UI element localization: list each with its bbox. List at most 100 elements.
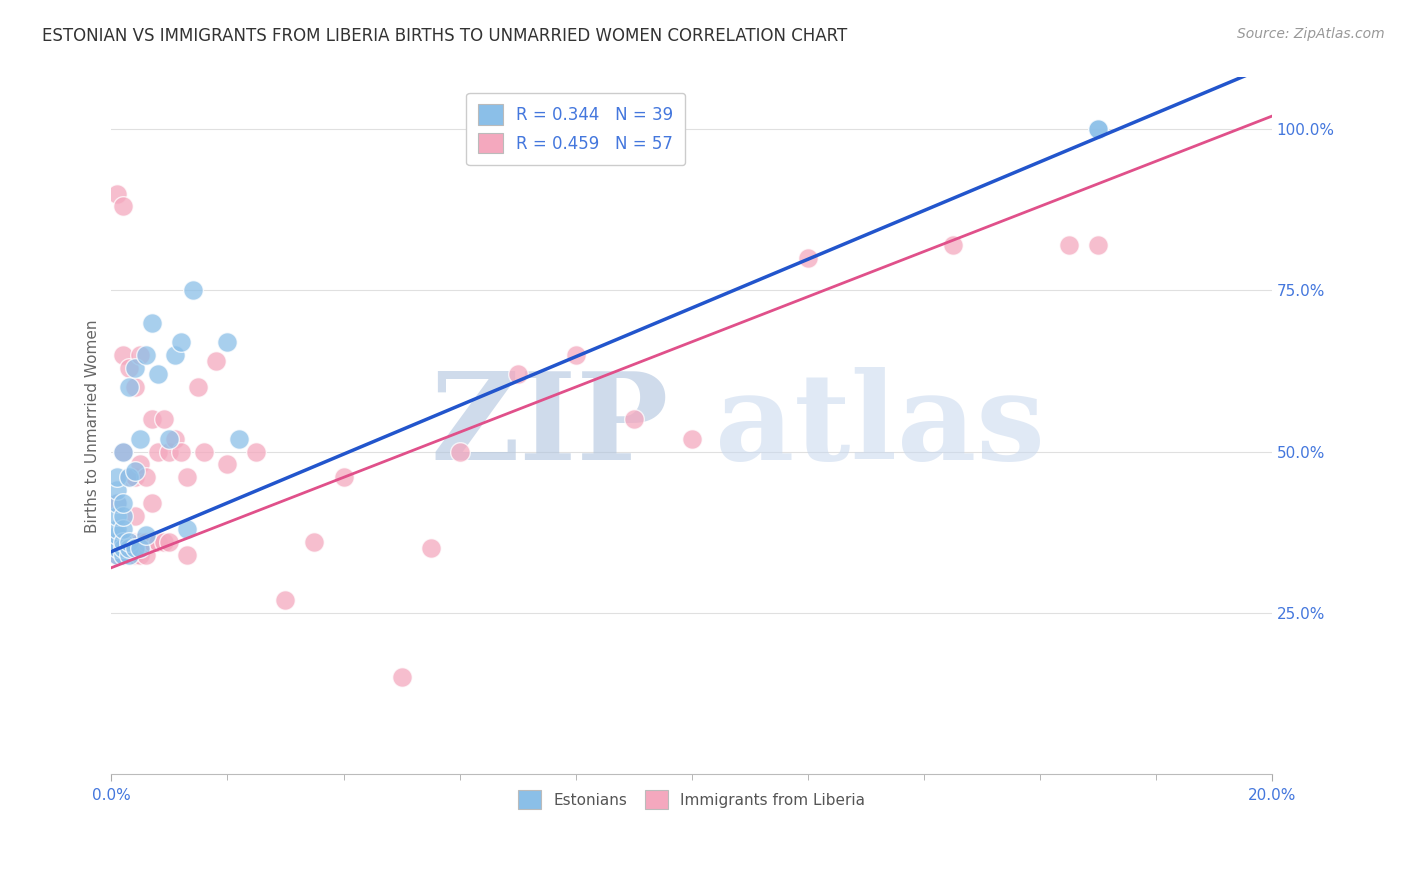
Point (152, 412, 174, 426)
Point (1087, 122, 1109, 136)
Point (152, 535, 174, 549)
Point (146, 444, 169, 458)
Point (111, 444, 134, 458)
Point (105, 528, 128, 542)
Point (159, 432, 181, 446)
Point (135, 548, 157, 562)
Text: Source: ZipAtlas.com: Source: ZipAtlas.com (1237, 27, 1385, 41)
Point (111, 444, 134, 458)
Point (129, 458, 152, 472)
Point (205, 354, 228, 368)
Point (391, 670, 413, 684)
Point (193, 444, 215, 458)
Point (124, 470, 146, 484)
Point (217, 334, 239, 349)
Point (506, 367, 529, 381)
Point (135, 535, 157, 549)
Point (105, 548, 128, 562)
Point (111, 199, 134, 213)
Point (141, 496, 163, 510)
Point (141, 535, 163, 549)
Point (124, 360, 146, 375)
Point (129, 541, 152, 556)
Point (274, 593, 297, 607)
Point (105, 535, 128, 549)
Point (111, 348, 134, 362)
Point (105, 522, 128, 536)
Point (111, 548, 134, 562)
Point (449, 444, 471, 458)
Point (217, 458, 239, 472)
Point (111, 509, 134, 524)
Point (176, 522, 198, 536)
Point (124, 548, 146, 562)
Point (118, 360, 141, 375)
Point (564, 348, 586, 362)
Point (124, 535, 146, 549)
Point (105, 496, 128, 510)
Point (124, 464, 146, 478)
Point (118, 541, 141, 556)
Point (332, 470, 354, 484)
Point (105, 483, 128, 498)
Point (118, 548, 141, 562)
Point (111, 548, 134, 562)
Point (176, 470, 198, 484)
Point (942, 238, 965, 252)
Point (118, 535, 141, 549)
Point (159, 535, 181, 549)
Point (118, 470, 141, 484)
Text: atlas: atlas (714, 367, 1045, 484)
Point (129, 348, 152, 362)
Point (1087, 122, 1109, 136)
Point (105, 548, 128, 562)
Point (129, 535, 152, 549)
Point (124, 509, 146, 524)
Point (135, 348, 157, 362)
Point (681, 432, 703, 446)
Point (141, 412, 163, 426)
Point (129, 548, 152, 562)
Point (146, 535, 169, 549)
Point (111, 496, 134, 510)
Point (135, 528, 157, 542)
Point (796, 251, 818, 265)
Point (118, 380, 141, 394)
Point (105, 509, 128, 524)
Legend: Estonians, Immigrants from Liberia: Estonians, Immigrants from Liberia (512, 784, 872, 815)
Point (176, 548, 198, 562)
Point (1057, 238, 1080, 252)
Point (304, 535, 326, 549)
Point (419, 541, 441, 556)
Point (170, 334, 193, 349)
Point (105, 535, 128, 549)
Point (118, 535, 141, 549)
Point (181, 283, 204, 297)
Text: ZIP: ZIP (430, 367, 668, 484)
Point (124, 541, 146, 556)
Point (105, 186, 128, 201)
Point (228, 432, 250, 446)
Point (146, 367, 169, 381)
Point (165, 348, 187, 362)
Point (245, 444, 267, 458)
Point (105, 470, 128, 484)
Point (623, 412, 645, 426)
Point (1087, 238, 1109, 252)
Point (105, 541, 128, 556)
Point (118, 470, 141, 484)
Point (105, 496, 128, 510)
Point (135, 470, 157, 484)
Point (111, 535, 134, 549)
Point (118, 548, 141, 562)
Point (111, 522, 134, 536)
Y-axis label: Births to Unmarried Women: Births to Unmarried Women (86, 319, 100, 533)
Point (165, 432, 187, 446)
Point (129, 432, 152, 446)
Point (187, 380, 209, 394)
Point (159, 444, 181, 458)
Point (111, 541, 134, 556)
Point (170, 444, 193, 458)
Point (111, 535, 134, 549)
Point (124, 380, 146, 394)
